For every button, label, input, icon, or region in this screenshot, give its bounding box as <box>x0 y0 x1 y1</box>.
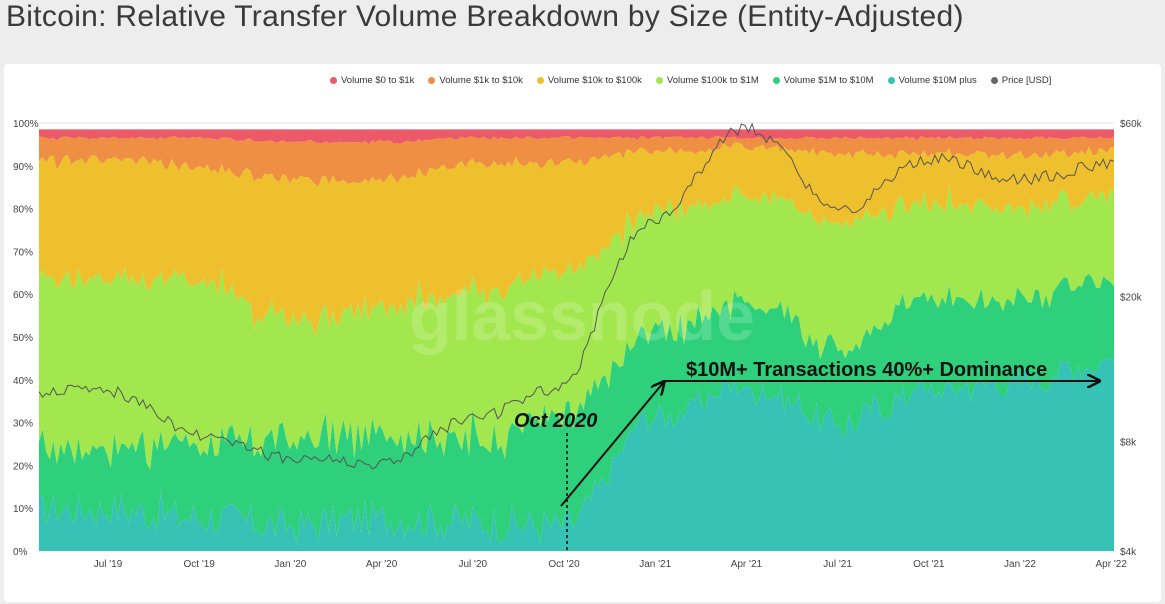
legend-label: Price [USD] <box>1001 74 1052 86</box>
legend-label: Volume $10M plus <box>898 74 977 86</box>
area-series-1 <box>39 357 1114 551</box>
legend-swatch <box>536 76 544 84</box>
y-left-tick-label: 60% <box>13 290 33 301</box>
x-tick-label: Apr '21 <box>731 559 763 570</box>
legend-swatch <box>428 76 436 84</box>
x-tick-label: Jan '22 <box>1004 559 1036 570</box>
legend-item[interactable]: Volume $1k to $10k <box>428 74 523 86</box>
y-left-tick-label: 100% <box>13 119 39 130</box>
legend-label: Volume $1M to $10M <box>783 74 874 86</box>
legend-label: Volume $1k to $10k <box>439 74 523 86</box>
y-left-tick-label: 50% <box>13 333 33 344</box>
area-series-5 <box>39 135 1114 187</box>
x-tick-label: Oct '21 <box>913 559 945 570</box>
legend-label: Volume $100k to $1M <box>666 74 759 86</box>
legend-item[interactable]: Volume $10M plus <box>887 74 977 86</box>
y-left-tick-label: 0% <box>13 547 28 558</box>
legend-swatch <box>772 76 780 84</box>
x-tick-label: Oct '19 <box>184 559 216 570</box>
legend-item[interactable]: Price [USD] <box>990 74 1052 86</box>
x-tick-label: Oct '20 <box>548 559 580 570</box>
x-tick-label: Jul '19 <box>94 559 123 570</box>
area-series-6 <box>39 129 1114 145</box>
price-line <box>38 122 1115 470</box>
y-left-tick-label: 80% <box>13 205 33 216</box>
area-series-2 <box>39 273 1114 546</box>
y-left-tick-label: 40% <box>13 376 33 387</box>
y-right-tick-label: $60k <box>1120 119 1143 130</box>
legend-swatch <box>887 76 895 84</box>
area-series-3 <box>39 186 1114 470</box>
legend-label: Volume $10k to $100k <box>547 74 642 86</box>
legend-swatch <box>655 76 663 84</box>
legend-item[interactable]: Volume $100k to $1M <box>655 74 759 86</box>
x-tick-label: Jan '20 <box>274 559 306 570</box>
chart-legend: Volume $0 to $1k Volume $1k to $10k Volu… <box>330 73 1051 87</box>
legend-item[interactable]: Volume $0 to $1k <box>330 75 414 86</box>
annotation-arrow-diagonal <box>560 383 663 507</box>
y-right-tick-label: $8k <box>1120 437 1137 448</box>
y-right-tick-label: $4k <box>1120 547 1137 558</box>
annotation-oct-2020: Oct 2020 <box>514 410 597 432</box>
legend-item[interactable]: Volume $10k to $100k <box>536 74 642 86</box>
y-left-tick-label: 70% <box>13 247 33 258</box>
y-left-tick-label: 10% <box>13 504 33 515</box>
x-tick-label: Apr '22 <box>1096 559 1128 570</box>
legend-swatch <box>990 76 998 84</box>
area-series-4 <box>39 142 1114 337</box>
chart-title: Bitcoin: Relative Transfer Volume Breakd… <box>6 0 964 33</box>
x-tick-label: Jan '21 <box>639 559 671 570</box>
y-left-tick-label: 20% <box>13 461 33 472</box>
y-left-tick-label: 30% <box>13 419 33 430</box>
y-left-tick-label: 90% <box>13 162 33 173</box>
x-tick-label: Jul '21 <box>823 559 852 570</box>
watermark: glassnode <box>409 277 755 355</box>
x-tick-label: Apr '20 <box>366 559 398 570</box>
legend-label: Volume $0 to $1k <box>341 74 415 86</box>
y-right-tick-label: $20k <box>1120 293 1143 304</box>
annotation-dominance: $10M+ Transactions 40%+ Dominance <box>686 359 1047 381</box>
x-tick-label: Jul '20 <box>459 559 488 570</box>
legend-swatch <box>330 76 337 84</box>
legend-item[interactable]: Volume $1M to $10M <box>772 74 874 86</box>
